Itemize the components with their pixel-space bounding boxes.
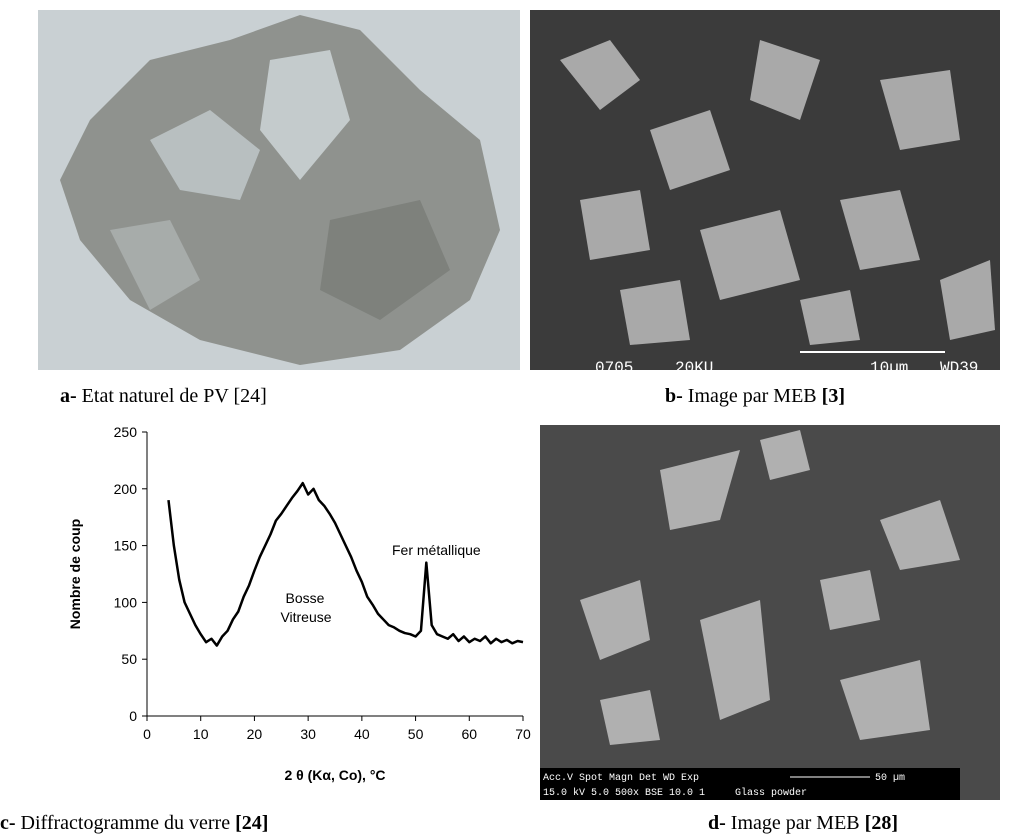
figure: 0705 20KU 10µm WD39 a- Etat naturel de P…: [0, 0, 1011, 837]
y-tick-label: 100: [114, 594, 138, 610]
sem-image-d: Acc.V Spot Magn Det WD Exp 15.0 kV 5.0 5…: [540, 425, 1000, 800]
sem-image-b: 0705 20KU 10µm WD39: [530, 10, 1000, 377]
x-tick-label: 0: [143, 726, 151, 742]
y-tick-label: 50: [121, 651, 137, 667]
y-tick-label: 250: [114, 424, 138, 440]
xrd-line: [168, 483, 523, 645]
sem-overlay: 20KU: [675, 359, 713, 377]
x-tick-label: 30: [300, 726, 316, 742]
x-axis-label: 2 θ (Kα, Co), °C: [284, 767, 385, 783]
sem-overlay: 15.0 kV 5.0 500x BSE 10.0 1: [543, 787, 705, 799]
caption-label: a-: [60, 385, 77, 407]
sem-overlay: 10µm: [870, 359, 908, 377]
caption-ref: [24]: [235, 812, 268, 834]
annotation: Vitreuse: [280, 609, 331, 625]
caption-ref: [3]: [822, 385, 845, 407]
x-tick-label: 70: [515, 726, 531, 742]
caption: c- Diffractogramme du verre [24]: [0, 812, 268, 834]
sem-overlay: WD39: [940, 359, 978, 377]
caption-text: Diffractogramme du verre: [21, 812, 236, 834]
sem-overlay: Glass powder: [735, 787, 807, 799]
caption: b- Image par MEB [3]: [665, 385, 845, 407]
xrd-chart: Nombre de coup 2 θ (Kα, Co), °C Bosse Vi…: [67, 424, 531, 783]
caption-label: d-: [708, 812, 726, 834]
caption-text: Etat naturel de PV [24]: [82, 385, 267, 407]
caption: d- Image par MEB [28]: [708, 812, 898, 834]
x-tick-label: 20: [247, 726, 263, 742]
caption-text: Image par MEB: [731, 812, 865, 834]
y-tick-label: 0: [129, 708, 137, 724]
caption-ref: [28]: [865, 812, 898, 834]
x-tick-label: 40: [354, 726, 370, 742]
sem-overlay: 0705: [595, 359, 633, 377]
y-tick-label: 200: [114, 481, 138, 497]
caption: a- Etat naturel de PV [24]: [60, 385, 267, 407]
photo-powder: [38, 10, 520, 370]
y-axis-label: Nombre de coup: [67, 519, 83, 629]
sem-overlay: Acc.V Spot Magn Det WD Exp: [543, 773, 699, 784]
annotation: Bosse: [286, 590, 325, 606]
caption-label: b-: [665, 385, 683, 407]
x-tick-label: 60: [461, 726, 477, 742]
sem-overlay: 50 µm: [875, 773, 905, 784]
caption-label: c-: [0, 812, 16, 834]
caption-text: Image par MEB: [688, 385, 822, 407]
x-tick-label: 50: [408, 726, 424, 742]
y-tick-label: 150: [114, 538, 138, 554]
x-tick-label: 10: [193, 726, 209, 742]
annotation: Fer métallique: [392, 542, 481, 558]
